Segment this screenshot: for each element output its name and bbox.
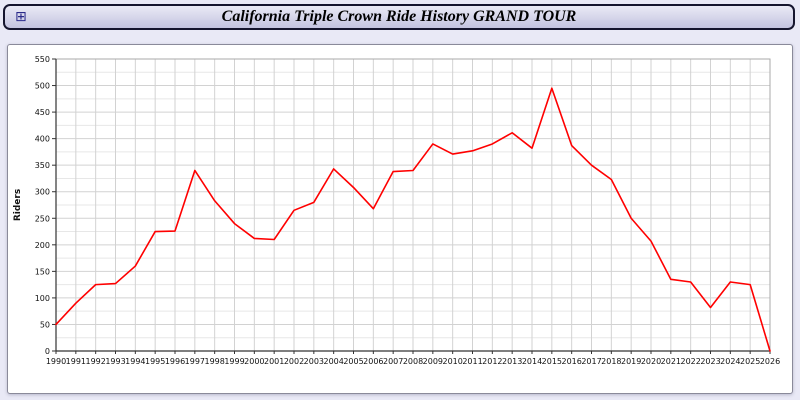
svg-text:2010: 2010 (442, 357, 462, 366)
svg-text:2018: 2018 (601, 357, 621, 366)
svg-text:100: 100 (35, 294, 50, 303)
svg-text:2000: 2000 (244, 357, 264, 366)
svg-text:2017: 2017 (581, 357, 601, 366)
svg-text:400: 400 (35, 135, 50, 144)
svg-text:2013: 2013 (502, 357, 522, 366)
svg-text:2009: 2009 (423, 357, 443, 366)
svg-text:1993: 1993 (105, 357, 125, 366)
svg-text:2012: 2012 (482, 357, 502, 366)
svg-text:50: 50 (40, 320, 50, 329)
svg-text:2006: 2006 (363, 357, 383, 366)
svg-text:2008: 2008 (403, 357, 423, 366)
svg-text:550: 550 (35, 55, 50, 64)
svg-text:300: 300 (35, 188, 50, 197)
svg-text:2026: 2026 (760, 357, 780, 366)
svg-text:1997: 1997 (185, 357, 205, 366)
window-grid-icon: ⊞ (15, 9, 27, 25)
svg-text:500: 500 (35, 82, 50, 91)
svg-text:2001: 2001 (264, 357, 284, 366)
svg-text:2019: 2019 (621, 357, 641, 366)
svg-text:2024: 2024 (720, 357, 740, 366)
svg-text:1991: 1991 (66, 357, 86, 366)
svg-text:2004: 2004 (323, 357, 343, 366)
svg-text:2005: 2005 (343, 357, 363, 366)
svg-text:1998: 1998 (204, 357, 224, 366)
svg-text:2002: 2002 (284, 357, 304, 366)
svg-text:150: 150 (35, 267, 50, 276)
svg-text:2025: 2025 (740, 357, 760, 366)
svg-text:2021: 2021 (661, 357, 681, 366)
svg-text:2020: 2020 (641, 357, 661, 366)
svg-text:2022: 2022 (680, 357, 700, 366)
svg-text:2007: 2007 (383, 357, 403, 366)
svg-text:350: 350 (35, 161, 50, 170)
svg-text:0: 0 (45, 347, 50, 356)
svg-text:250: 250 (35, 214, 50, 223)
svg-text:450: 450 (35, 108, 50, 117)
svg-text:1999: 1999 (224, 357, 244, 366)
chart-panel: 0 50 100 150 200 250 300 350 400 450 500 550 1990 199… (7, 44, 793, 394)
svg-text:1995: 1995 (145, 357, 165, 366)
svg-text:200: 200 (35, 241, 50, 250)
svg-text:2011: 2011 (462, 357, 482, 366)
svg-text:2003: 2003 (304, 357, 324, 366)
page-title: California Triple Crown Ride History GRA… (221, 8, 577, 25)
svg-text:Riders: Riders (13, 189, 23, 221)
svg-text:2023: 2023 (700, 357, 720, 366)
svg-text:2016: 2016 (561, 357, 581, 366)
window-titlebar: ⊞ California Triple Crown Ride History G… (3, 4, 795, 30)
svg-text:1992: 1992 (85, 357, 105, 366)
svg-text:1996: 1996 (165, 357, 185, 366)
svg-text:1994: 1994 (125, 357, 145, 366)
svg-text:1990: 1990 (46, 357, 66, 366)
svg-text:2014: 2014 (522, 357, 542, 366)
svg-text:2015: 2015 (542, 357, 562, 366)
